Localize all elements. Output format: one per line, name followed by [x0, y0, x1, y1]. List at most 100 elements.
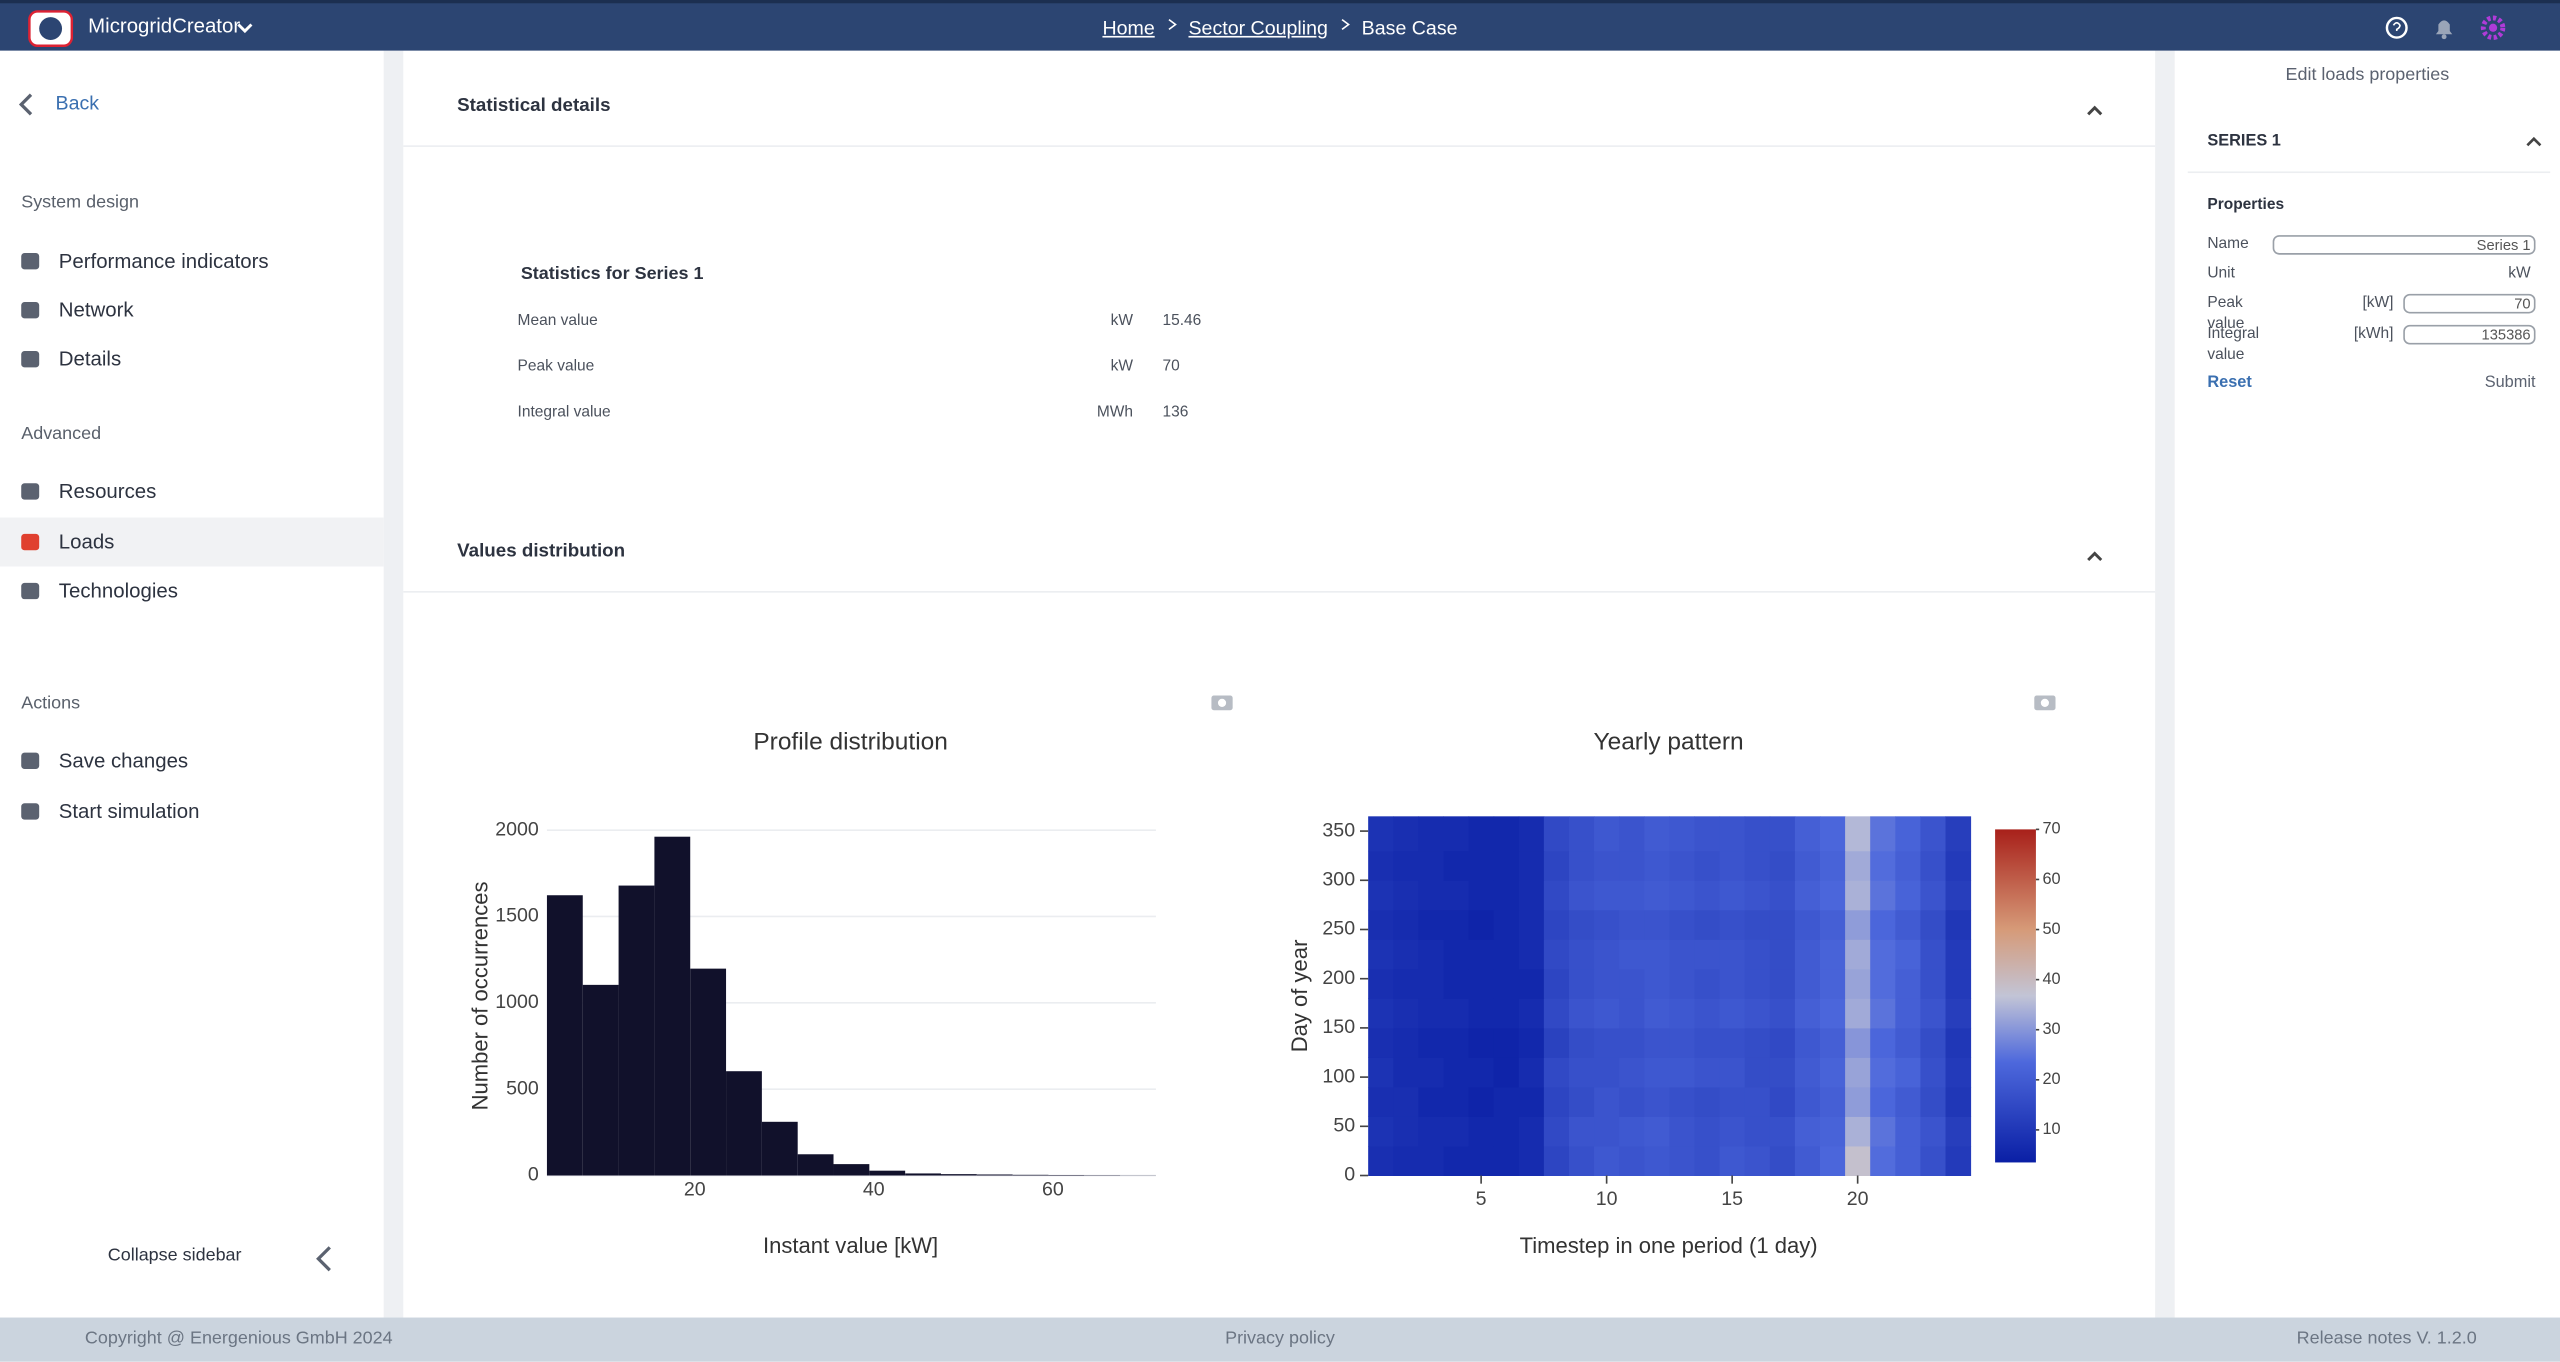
dropdown-icon[interactable] [237, 20, 253, 36]
nav-item[interactable]: Network [58, 298, 134, 322]
nav-item[interactable]: Details [58, 347, 122, 371]
heatmap-cell [1819, 1116, 1846, 1147]
heatmap-cell [1644, 909, 1670, 940]
heatmap-cell [1744, 816, 1771, 852]
heatmap-cell [1644, 1057, 1670, 1088]
heatmap-cell [1945, 939, 1972, 970]
y-tick-label: 350 [1322, 819, 1355, 841]
heatmap-cell [1418, 1027, 1444, 1058]
heatmap-cell [1368, 998, 1394, 1029]
nav-icon[interactable] [21, 253, 40, 270]
back-link[interactable]: Back [55, 91, 100, 115]
heatmap-cell [1744, 1086, 1771, 1117]
heatmap-cell [1568, 1086, 1595, 1117]
y-tick-label: 250 [1322, 918, 1355, 940]
heatmap-cell [1393, 968, 1419, 999]
histogram-bar [905, 1173, 941, 1176]
field-input[interactable]: Series 1 [2272, 235, 2536, 255]
heatmap-cell [1719, 850, 1746, 881]
field-input[interactable]: 135386 [2403, 324, 2536, 345]
heatmap-cell [1794, 850, 1821, 881]
collapse-icon[interactable] [310, 1244, 336, 1273]
field-input[interactable]: 70 [2403, 293, 2536, 314]
camera-icon[interactable] [1210, 691, 1234, 712]
collapse-chevron[interactable] [2524, 134, 2544, 150]
stat-label: Integral value [517, 403, 611, 422]
help-icon[interactable] [2384, 15, 2410, 41]
heatmap-cell [1518, 939, 1545, 970]
heatmap-cell [1644, 816, 1670, 852]
heatmap-cell [1945, 1086, 1972, 1117]
heatmap-cell [1794, 1116, 1821, 1147]
colorbar-tick-label: 70 [2042, 820, 2060, 838]
heatmap-cell [1769, 816, 1796, 852]
field-label: Peak value [2207, 293, 2245, 334]
nav-item[interactable]: Performance indicators [58, 249, 269, 273]
collapse-sidebar[interactable]: Collapse sidebar [107, 1245, 242, 1266]
collapse-chevron[interactable] [2085, 103, 2105, 119]
release-notes[interactable]: Release notes V. 1.2.0 [2296, 1328, 2477, 1349]
heatmap-cell [1443, 850, 1470, 881]
heatmap-cell [1644, 880, 1670, 911]
x-axis-title: Timestep in one period (1 day) [1520, 1233, 1818, 1258]
series-header[interactable]: SERIES 1 [2207, 132, 2281, 151]
heatmap-cell [1518, 1027, 1545, 1058]
divider [403, 591, 2156, 593]
settings-icon[interactable] [2478, 13, 2507, 42]
nav-item[interactable]: Resources [58, 479, 157, 503]
nav-item[interactable]: Save changes [58, 749, 189, 773]
app-name[interactable]: MicrogridCreator [88, 14, 241, 38]
divider [2187, 171, 2551, 174]
nav-icon[interactable] [21, 803, 40, 820]
footer [0, 1317, 2560, 1362]
heatmap-cell [1543, 1057, 1570, 1088]
heatmap-cell [1443, 909, 1470, 940]
heatmap-cell [1694, 850, 1721, 881]
stat-value: 136 [1162, 403, 1189, 422]
notification-icon[interactable] [2433, 15, 2456, 41]
nav-item[interactable]: Technologies [58, 579, 178, 603]
heatmap-cell [1895, 998, 1921, 1029]
heatmap-cell [1468, 816, 1495, 852]
heatmap-cell [1644, 1145, 1670, 1176]
stat-value: 70 [1162, 357, 1180, 376]
privacy-link[interactable]: Privacy policy [1225, 1328, 1335, 1349]
heatmap-cell [1594, 1116, 1620, 1147]
heatmap-cell [1694, 968, 1721, 999]
histogram-bar [618, 885, 655, 1176]
breadcrumb-link[interactable]: Home [1102, 16, 1155, 39]
heatmap-cell [1644, 1027, 1670, 1058]
nav-item[interactable]: Loads [58, 530, 115, 554]
heatmap-cell [1393, 939, 1419, 970]
heatmap-cell [1418, 968, 1444, 999]
heatmap-cell [1719, 1116, 1746, 1147]
heatmap-cell [1819, 909, 1846, 940]
heatmap-cell [1443, 816, 1470, 852]
breadcrumb-link[interactable]: Sector Coupling [1188, 16, 1328, 39]
histogram-bar [582, 984, 619, 1176]
heatmap-cell [1920, 909, 1946, 940]
nav-icon[interactable] [21, 582, 40, 600]
submit-button[interactable]: Submit [2484, 373, 2536, 392]
heatmap-cell [1694, 939, 1721, 970]
nav-icon[interactable] [21, 752, 40, 769]
heatmap-cell [1368, 880, 1394, 911]
collapse-chevron[interactable] [2085, 549, 2105, 565]
x-tick-label: 15 [1721, 1188, 1743, 1210]
heatmap-cell [1694, 1027, 1721, 1058]
logo[interactable] [28, 10, 74, 49]
heatmap-cell [1518, 816, 1545, 852]
heatmap-cell [1769, 1057, 1796, 1088]
nav-item[interactable]: Start simulation [58, 799, 200, 823]
histogram-bar [976, 1174, 1013, 1176]
nav-icon[interactable] [21, 302, 40, 319]
camera-icon[interactable] [2033, 691, 2057, 712]
heatmap-cell [1594, 1057, 1620, 1088]
x-tick-label: 60 [1042, 1178, 1064, 1200]
heatmap-cell [1368, 850, 1394, 881]
nav-icon[interactable] [21, 533, 40, 551]
reset-button[interactable]: Reset [2207, 373, 2252, 392]
nav-icon[interactable] [21, 351, 40, 368]
back-icon[interactable] [15, 91, 38, 117]
nav-icon[interactable] [21, 483, 40, 500]
